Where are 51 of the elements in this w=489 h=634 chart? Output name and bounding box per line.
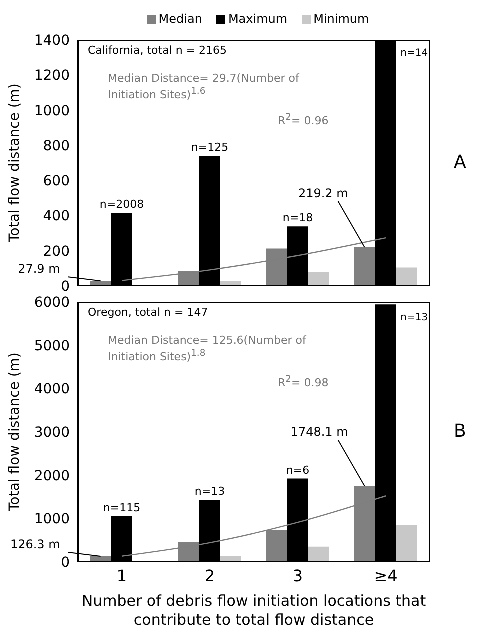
annotation: California, total n = 2165 bbox=[88, 44, 228, 58]
data-label: 1748.1 m bbox=[290, 425, 348, 440]
y-tick-label: 1200 bbox=[34, 68, 70, 84]
y-tick-label: 1400 bbox=[34, 32, 70, 49]
line-series bbox=[121, 237, 387, 282]
y-tick-label: 2000 bbox=[34, 468, 70, 484]
y-tick-label: 4000 bbox=[34, 382, 70, 398]
annotation: n=6 bbox=[286, 464, 310, 477]
annotation: n=115 bbox=[103, 502, 141, 514]
annotation: n=125 bbox=[191, 141, 229, 154]
y-tick-label: 600 bbox=[43, 174, 70, 190]
y-axis-title: Total flow distance (m) bbox=[6, 352, 23, 512]
text: B bbox=[454, 420, 466, 444]
bar bbox=[354, 247, 376, 286]
data-label: 27.9 m bbox=[18, 262, 60, 276]
y-tick-label: 400 bbox=[43, 208, 70, 225]
legend-label: Median bbox=[158, 12, 202, 26]
annotation: Median Distance= 29.7(Number of Initiation Sites)$^{1.6}$ bbox=[108, 72, 301, 104]
annotation: n=13 bbox=[194, 485, 226, 498]
y-tick-label: 1000 bbox=[34, 103, 70, 120]
y-tick-label: 0 bbox=[61, 278, 70, 295]
bar bbox=[308, 546, 330, 562]
y-tick-label: 3000 bbox=[34, 424, 70, 441]
y-tick-label: 0 bbox=[61, 554, 70, 571]
annotation: R$^{2}$= 0.96 bbox=[278, 112, 329, 129]
x-tick-label: 2 bbox=[204, 566, 216, 586]
x-tick-label: 1 bbox=[116, 566, 128, 586]
y-tick-label: 200 bbox=[43, 244, 70, 260]
annotation: Median Distance= 125.6(Number of Initiation Sites)$^{1.8}$ bbox=[108, 334, 308, 366]
annotation: n=13 bbox=[400, 312, 428, 324]
y-axis-title: Total flow distance (m) bbox=[6, 84, 23, 244]
legend-label: Minimum bbox=[314, 12, 370, 26]
bar bbox=[308, 272, 330, 286]
annotation: Oregon, total n = 147 bbox=[88, 306, 208, 320]
x-tick-label: 3 bbox=[292, 566, 304, 586]
x-axis-title: Number of debris flow initiation locations that contribute to total flow distance bbox=[80, 592, 428, 630]
y-tick-label: 5000 bbox=[34, 338, 70, 354]
annotation: n=2008 bbox=[100, 198, 144, 212]
text: A bbox=[454, 151, 466, 174]
bar bbox=[396, 525, 418, 562]
y-tick-label: 6000 bbox=[34, 294, 70, 311]
y-tick-label: 1000 bbox=[34, 512, 70, 528]
annotation: n=18 bbox=[282, 212, 314, 225]
data-label: 219.2 m bbox=[298, 186, 348, 200]
x-tick-label: ≥4 bbox=[374, 566, 398, 586]
data-label: 126.3 m bbox=[10, 538, 60, 552]
annotation: n=14 bbox=[400, 48, 428, 59]
legend-label: Maximum bbox=[228, 12, 288, 26]
annotation: R$^{2}$= 0.98 bbox=[278, 374, 329, 391]
bar bbox=[396, 268, 418, 286]
y-tick-label: 800 bbox=[43, 138, 70, 154]
